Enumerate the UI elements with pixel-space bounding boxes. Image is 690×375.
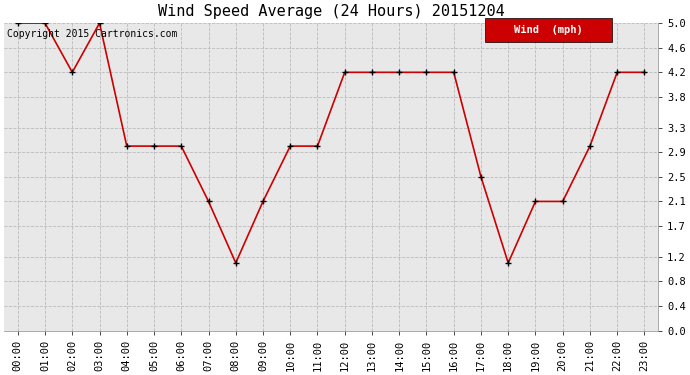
Text: Copyright 2015 Cartronics.com: Copyright 2015 Cartronics.com [8, 29, 178, 39]
FancyBboxPatch shape [485, 18, 612, 42]
Text: Wind  (mph): Wind (mph) [514, 25, 583, 35]
Title: Wind Speed Average (24 Hours) 20151204: Wind Speed Average (24 Hours) 20151204 [158, 4, 504, 19]
